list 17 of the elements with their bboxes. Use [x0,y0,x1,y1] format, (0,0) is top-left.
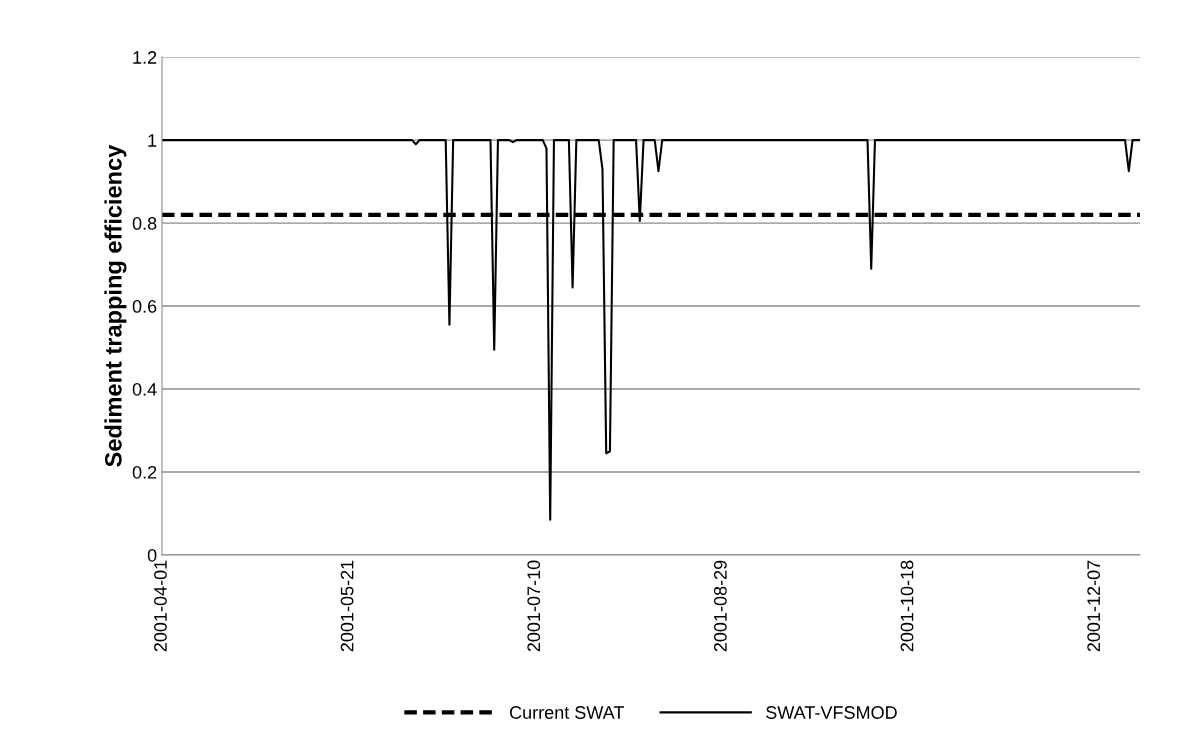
y-tick-label: 1.2 [133,51,157,64]
x-tick-label: 2001-07-10 [527,560,541,652]
legend-label: Current SWAT [509,706,625,719]
y-tick-label: 0 [147,548,157,562]
x-tick-label: 2001-08-29 [713,560,727,652]
y-tick-label: 0.6 [132,300,157,313]
x-tick-label: 2001-04-01 [154,560,167,652]
y-axis-title: Sediment trapping efficiency [104,144,127,467]
x-tick-label: 2001-12-07 [1087,560,1101,652]
y-tick-label: 1 [148,134,157,147]
line-series [162,139,1140,521]
x-tick-label: 2001-10-18 [900,560,914,652]
y-tick-label: 0.8 [132,217,157,230]
legend-label: SWAT-VFSMOD [766,706,897,719]
y-tick-label: 0.4 [132,382,157,396]
x-tick-label: 2001-05-21 [340,560,354,652]
y-tick-label: 0.2 [132,465,157,479]
